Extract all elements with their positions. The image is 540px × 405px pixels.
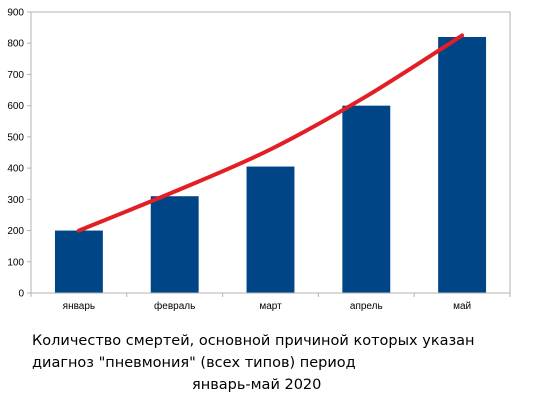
caption-line-3: январь-май 2020 bbox=[192, 377, 322, 393]
trend-line-group bbox=[76, 33, 465, 233]
y-tick-label: 800 bbox=[7, 39, 24, 50]
x-axis: январь февраль март апрель май bbox=[30, 293, 511, 312]
caption-line-1: Количество смертей, основной причиной ко… bbox=[32, 333, 475, 349]
x-tick-label: апрель bbox=[350, 301, 383, 312]
plot-area-frame bbox=[30, 11, 511, 294]
bars bbox=[54, 36, 487, 294]
bar-март bbox=[246, 166, 295, 293]
y-tick-label: 0 bbox=[18, 289, 24, 300]
y-tick-label: 500 bbox=[7, 132, 24, 143]
y-tick-label: 400 bbox=[7, 164, 24, 175]
y-tick-label: 900 bbox=[7, 8, 24, 19]
y-tick-label: 200 bbox=[7, 226, 24, 237]
bar-февраль bbox=[150, 196, 199, 293]
y-tick-label: 100 bbox=[7, 257, 24, 268]
y-axis: 0 100 200 300 400 500 600 700 800 900 bbox=[7, 8, 31, 300]
y-tick-label: 700 bbox=[7, 70, 24, 81]
chart: 0 100 200 300 400 500 600 700 800 900 январь февра… bbox=[7, 8, 511, 312]
x-tick-label: май bbox=[453, 301, 471, 312]
x-tick-label: февраль bbox=[154, 300, 195, 312]
x-tick-label: март bbox=[259, 301, 282, 312]
bar-апрель bbox=[342, 105, 391, 294]
trend-line bbox=[76, 33, 465, 233]
bar-январь bbox=[54, 230, 103, 293]
y-tick-label: 600 bbox=[7, 101, 24, 112]
caption-line-2: диагноз "пневмония" (всех типов) период bbox=[32, 355, 356, 371]
y-tick-label: 300 bbox=[7, 195, 24, 206]
bar-май bbox=[438, 36, 487, 293]
x-tick-label: январь bbox=[63, 301, 95, 312]
